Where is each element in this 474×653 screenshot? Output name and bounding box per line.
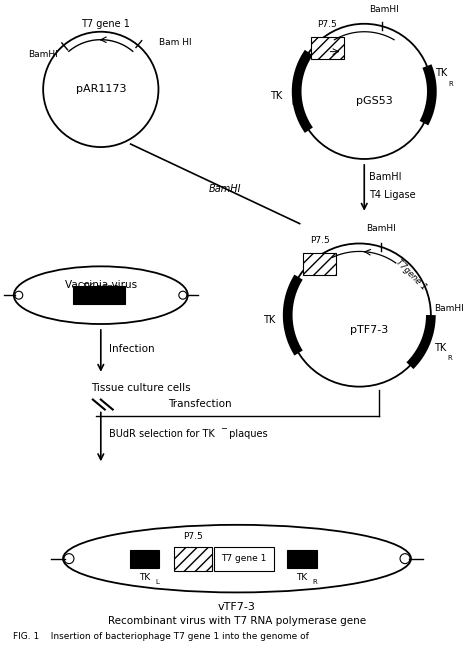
- Text: L: L: [292, 101, 296, 106]
- Text: pAR1173: pAR1173: [75, 84, 126, 95]
- Text: TK: TK: [435, 69, 447, 78]
- Text: Bam HI: Bam HI: [159, 39, 192, 48]
- Text: P7.5: P7.5: [183, 532, 203, 541]
- Circle shape: [43, 32, 158, 147]
- Text: L: L: [285, 325, 289, 331]
- Ellipse shape: [63, 525, 411, 592]
- Text: Recombinant virus with T7 RNA polymerase gene: Recombinant virus with T7 RNA polymerase…: [108, 616, 366, 626]
- Text: TK: TK: [296, 573, 307, 582]
- Text: Tissue culture cells: Tissue culture cells: [91, 383, 191, 392]
- Circle shape: [288, 244, 431, 387]
- Circle shape: [297, 24, 432, 159]
- Bar: [214, 547, 274, 571]
- Text: BamHI: BamHI: [366, 224, 396, 233]
- Text: T7gene 1: T7gene 1: [394, 257, 428, 291]
- Text: R: R: [449, 82, 454, 88]
- Text: TK gene: TK gene: [82, 283, 119, 292]
- Text: T7 gene 1: T7 gene 1: [221, 554, 267, 563]
- Text: BamHI: BamHI: [209, 183, 241, 194]
- Text: T4 Ligase: T4 Ligase: [369, 190, 416, 200]
- Text: BUdR selection for TK: BUdR selection for TK: [109, 430, 215, 439]
- Text: R: R: [448, 355, 453, 361]
- Text: Vaccinia virus: Vaccinia virus: [65, 280, 137, 290]
- Text: pGS53: pGS53: [356, 97, 392, 106]
- Text: pTF7-3: pTF7-3: [350, 325, 388, 335]
- Text: FIG. 1    Insertion of bacteriophage T7 gene 1 into the genome of: FIG. 1 Insertion of bacteriophage T7 gen…: [13, 631, 309, 641]
- Text: Infection: Infection: [109, 344, 155, 354]
- Circle shape: [179, 291, 187, 299]
- Text: TK: TK: [434, 343, 446, 353]
- Text: Transfection: Transfection: [168, 398, 232, 409]
- Circle shape: [64, 554, 74, 564]
- Text: BamHI: BamHI: [369, 5, 399, 14]
- Text: P7.5: P7.5: [310, 236, 329, 246]
- Bar: [174, 547, 212, 571]
- Text: TK: TK: [271, 91, 283, 101]
- Circle shape: [400, 554, 410, 564]
- Text: vTF7-3: vTF7-3: [218, 602, 256, 613]
- Text: BamHI: BamHI: [28, 50, 57, 59]
- Circle shape: [15, 291, 23, 299]
- Text: P7.5: P7.5: [318, 20, 337, 29]
- Bar: [302, 253, 337, 276]
- Text: TK: TK: [139, 573, 150, 582]
- Text: plaques: plaques: [226, 430, 268, 439]
- Text: −: −: [220, 424, 227, 433]
- Bar: [310, 37, 345, 59]
- Bar: [73, 286, 125, 304]
- Ellipse shape: [14, 266, 188, 324]
- Bar: [287, 550, 317, 567]
- Text: R: R: [312, 579, 317, 584]
- Text: BamHI: BamHI: [369, 172, 402, 182]
- Text: TK: TK: [264, 315, 276, 325]
- Bar: [129, 550, 159, 567]
- Text: T7 gene 1: T7 gene 1: [82, 19, 130, 29]
- Text: L: L: [155, 579, 159, 584]
- Text: BamHI: BamHI: [435, 304, 465, 313]
